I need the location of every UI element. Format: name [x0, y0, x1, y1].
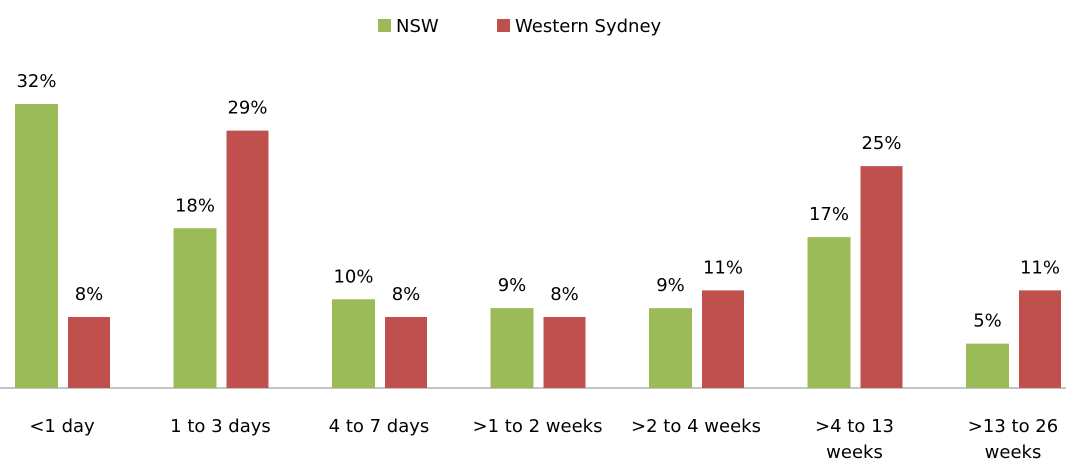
data-label: 9% [656, 275, 685, 296]
x-tick-label: >1 to 2 weeks [472, 416, 603, 437]
legend-label: Western Sydney [515, 16, 662, 37]
data-label: 25% [861, 133, 901, 154]
data-label: 18% [175, 195, 215, 216]
legend-swatch [497, 19, 510, 32]
bar [860, 166, 903, 388]
bar [332, 299, 375, 388]
data-label: 32% [16, 71, 56, 92]
data-label: 5% [973, 311, 1002, 332]
bar [1019, 290, 1061, 388]
data-label: 8% [75, 284, 104, 305]
data-label: 10% [333, 266, 373, 287]
x-tick-label: >13 to 26 weeks [967, 416, 1059, 463]
data-label: 11% [1020, 257, 1060, 278]
data-label: 17% [809, 204, 849, 225]
bar [226, 130, 269, 388]
bar [15, 104, 58, 388]
bar [702, 290, 744, 388]
data-label: 29% [227, 98, 267, 119]
x-tick-label: 1 to 3 days [170, 416, 271, 437]
x-tick-label: 4 to 7 days [328, 416, 430, 437]
data-label: 9% [498, 275, 527, 296]
bar [490, 308, 534, 388]
bar [649, 308, 692, 388]
x-tick-label: <1 day [29, 416, 95, 437]
bar [807, 237, 851, 388]
bar [68, 317, 110, 388]
data-label: 8% [550, 284, 579, 305]
legend-label: NSW [396, 16, 439, 37]
data-label: 11% [703, 257, 743, 278]
bar [385, 317, 427, 388]
legend-swatch [378, 19, 391, 32]
bar [966, 343, 1009, 388]
data-label: 8% [392, 284, 421, 305]
bar [543, 317, 586, 388]
x-tick-label: >2 to 4 weeks [631, 416, 761, 437]
bar [173, 228, 217, 388]
x-tick-label: >4 to 13 weeks [815, 416, 894, 463]
